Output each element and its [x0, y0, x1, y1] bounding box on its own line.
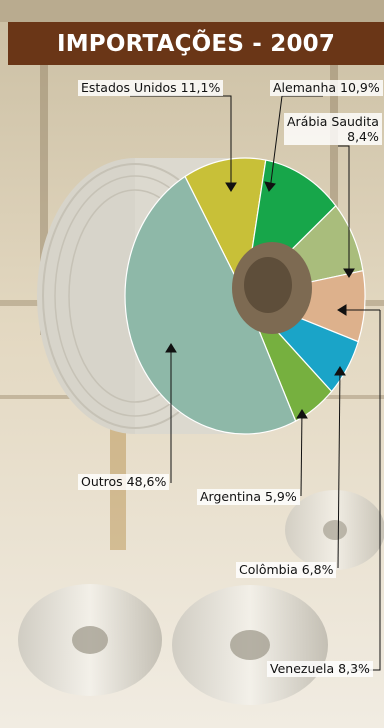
label-venezuela: Venezuela 8,3%: [267, 661, 373, 678]
chart-title: IMPORTAÇÕES - 2007: [8, 22, 384, 65]
label-argentina: Argentina 5,9%: [197, 489, 300, 506]
label-arabia-saudita-name: Arábia Saudita: [287, 114, 379, 129]
label-estados-unidos: Estados Unidos 11,1%: [78, 80, 224, 97]
pie-slice-outros: [124, 175, 297, 435]
coil-hole-inner: [244, 257, 292, 313]
label-alemanha: Alemanha 10,9%: [270, 80, 383, 97]
background-top-strip: [0, 0, 384, 22]
label-outros: Outros 48,6%: [78, 474, 170, 491]
label-arabia-saudita: Arábia Saudita 8,4%: [284, 113, 382, 145]
label-colombia: Colômbia 6,8%: [236, 562, 337, 579]
label-arabia-saudita-value: 8,4%: [347, 129, 379, 144]
